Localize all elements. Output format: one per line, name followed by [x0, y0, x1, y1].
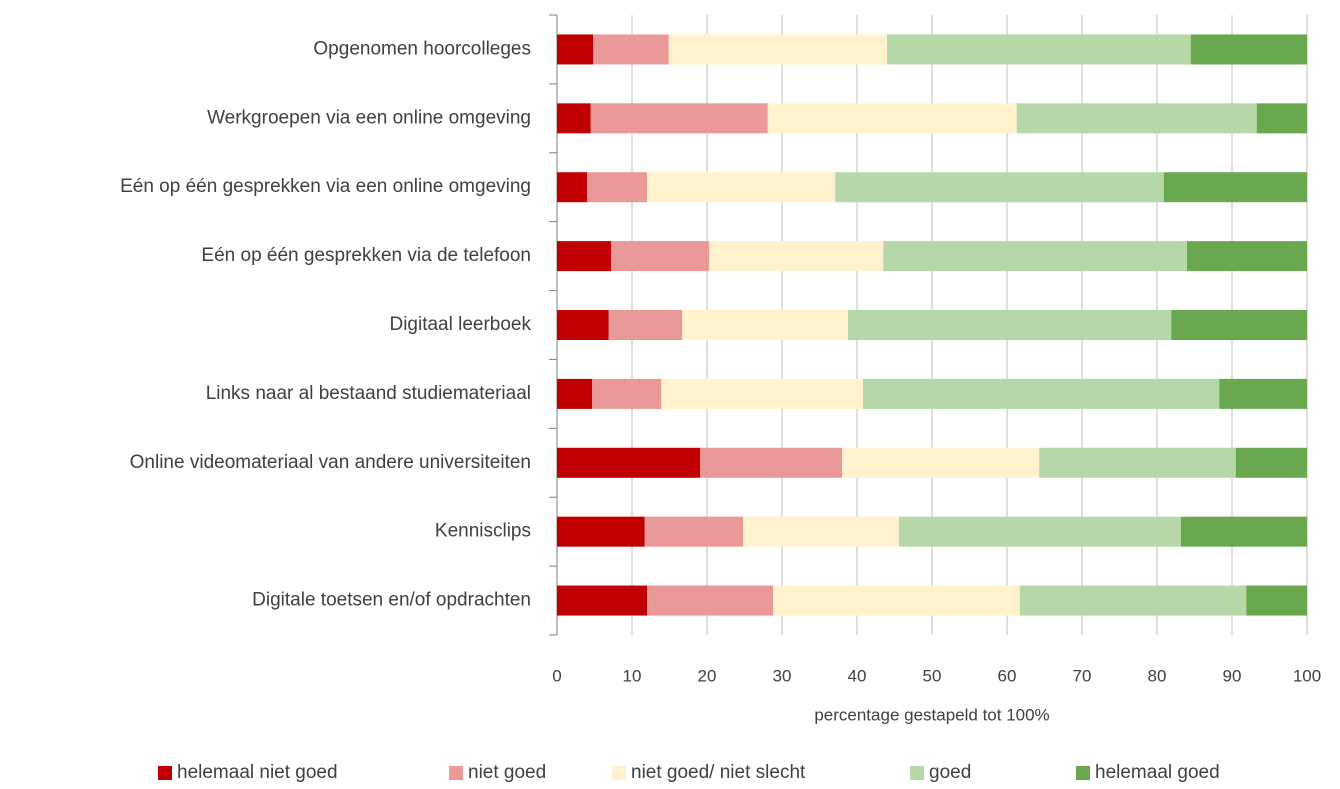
y-tick-label: Eén op één gesprekken via een online omg… [120, 176, 531, 197]
bar-segment [557, 241, 611, 272]
bar-segment [709, 241, 884, 272]
bar-segment [1256, 103, 1307, 134]
legend-swatch [612, 766, 626, 780]
x-tick-label: 50 [923, 666, 942, 685]
legend-label: helemaal goed [1095, 762, 1220, 783]
legend-label: goed [929, 762, 971, 783]
legend-swatch [449, 766, 463, 780]
bar-segment [1246, 585, 1307, 616]
bar-segment [883, 241, 1187, 272]
bar-segment [557, 103, 591, 134]
bar-segment [557, 34, 593, 65]
bar-segment [887, 34, 1191, 65]
bar-segment [1016, 103, 1257, 134]
bar-segment [848, 310, 1172, 340]
x-tick-label: 20 [698, 666, 717, 685]
bar-segment [557, 172, 587, 203]
bar-segment [899, 516, 1181, 547]
bar-segment [557, 447, 701, 478]
bar-segment [590, 103, 768, 134]
bar-segment [1039, 447, 1236, 478]
y-tick-label: Links naar al bestaand studiemateriaal [206, 383, 531, 404]
bar-segment [1187, 241, 1307, 272]
x-tick-label: 90 [1223, 666, 1242, 685]
x-tick-label: 30 [773, 666, 792, 685]
x-tick-label: 70 [1073, 666, 1092, 685]
bar-segment [773, 585, 1020, 616]
bar-segment [1019, 585, 1247, 616]
bar-segment [743, 516, 899, 547]
bar-segment [587, 172, 647, 203]
bar-segment [608, 310, 683, 340]
bar-segment [767, 103, 1017, 134]
x-tick-label: 40 [848, 666, 867, 685]
bar-segment [592, 378, 662, 409]
bar-segment [835, 172, 1164, 203]
bar-segment [682, 310, 848, 340]
bar-segment [644, 516, 743, 547]
bar-segment [661, 378, 863, 409]
bar-segment [557, 516, 645, 547]
bar-segment [1190, 34, 1307, 65]
x-tick-label: 0 [552, 666, 561, 685]
y-tick-label: Opgenomen hoorcolleges [313, 38, 531, 59]
y-tick-label: Digitale toetsen en/of opdrachten [252, 590, 531, 611]
bar-segment [647, 585, 773, 616]
bar-segment [557, 310, 609, 340]
bar-segment [557, 585, 647, 616]
x-tick-label: 100 [1293, 666, 1321, 685]
legend-swatch [1076, 766, 1090, 780]
x-axis-label: percentage gestapeld tot 100% [814, 705, 1049, 724]
bar-segment [1163, 172, 1307, 203]
bar-segment [1219, 378, 1307, 409]
y-tick-label: Kennisclips [435, 521, 531, 542]
bar-segment [863, 378, 1220, 409]
bar-segment [647, 172, 836, 203]
bar-segment [1171, 310, 1307, 340]
legend-label: helemaal niet goed [177, 762, 338, 783]
y-tick-label: Werkgroepen via een online omgeving [207, 107, 531, 128]
y-tick-label: Online videomateriaal van andere univers… [130, 452, 531, 473]
legend-swatch [158, 766, 172, 780]
bar-segment [1235, 447, 1307, 478]
legend-label: niet goed/ niet slecht [631, 762, 806, 783]
bar-segment [557, 378, 593, 409]
legend-swatch [910, 766, 924, 780]
y-tick-label: Eén op één gesprekken via de telefoon [201, 245, 531, 266]
x-tick-label: 80 [1148, 666, 1167, 685]
bar-segment [700, 447, 842, 478]
x-tick-label: 10 [623, 666, 642, 685]
bar-segment [593, 34, 669, 65]
bar-segment [668, 34, 887, 65]
legend-label: niet goed [468, 762, 546, 783]
bar-segment [842, 447, 1040, 478]
x-tick-label: 60 [998, 666, 1017, 685]
bar-segment [1181, 516, 1307, 547]
bar-segment [611, 241, 710, 272]
y-tick-label: Digitaal leerboek [389, 314, 531, 335]
